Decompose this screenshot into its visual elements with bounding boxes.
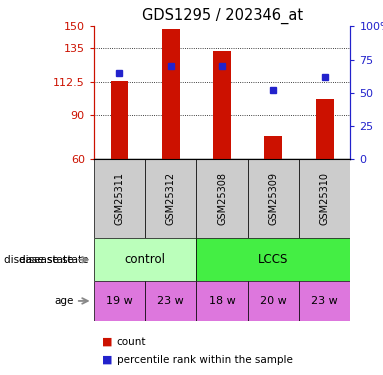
Title: GDS1295 / 202346_at: GDS1295 / 202346_at: [142, 7, 303, 24]
Text: 18 w: 18 w: [209, 296, 236, 306]
Text: control: control: [124, 253, 166, 266]
Bar: [162, 29, 180, 159]
Text: GSM25311: GSM25311: [115, 172, 124, 225]
Bar: [299, 159, 350, 238]
Bar: [94, 238, 196, 281]
Bar: [248, 281, 299, 321]
Bar: [213, 51, 231, 159]
Text: ■: ■: [101, 355, 112, 365]
Text: GSM25309: GSM25309: [268, 172, 278, 225]
Bar: [196, 159, 248, 238]
Bar: [111, 81, 128, 159]
Text: GSM25310: GSM25310: [320, 172, 330, 225]
Text: percentile rank within the sample: percentile rank within the sample: [117, 355, 293, 365]
Bar: [265, 136, 282, 159]
Bar: [94, 281, 145, 321]
Text: disease state: disease state: [19, 255, 89, 265]
Text: LCCS: LCCS: [258, 253, 289, 266]
Text: age: age: [54, 296, 73, 306]
Bar: [196, 281, 248, 321]
Text: 20 w: 20 w: [260, 296, 287, 306]
Text: 19 w: 19 w: [106, 296, 133, 306]
Text: ■: ■: [101, 336, 112, 346]
Bar: [196, 238, 350, 281]
Bar: [248, 159, 299, 238]
Text: GSM25308: GSM25308: [217, 172, 227, 225]
Text: 23 w: 23 w: [157, 296, 184, 306]
Bar: [299, 281, 350, 321]
Text: disease state: disease state: [4, 255, 73, 265]
Text: count: count: [117, 336, 146, 346]
Text: 23 w: 23 w: [311, 296, 338, 306]
Bar: [94, 159, 145, 238]
Bar: [145, 159, 196, 238]
Text: GSM25312: GSM25312: [166, 172, 176, 225]
Bar: [145, 281, 196, 321]
Bar: [316, 99, 334, 159]
